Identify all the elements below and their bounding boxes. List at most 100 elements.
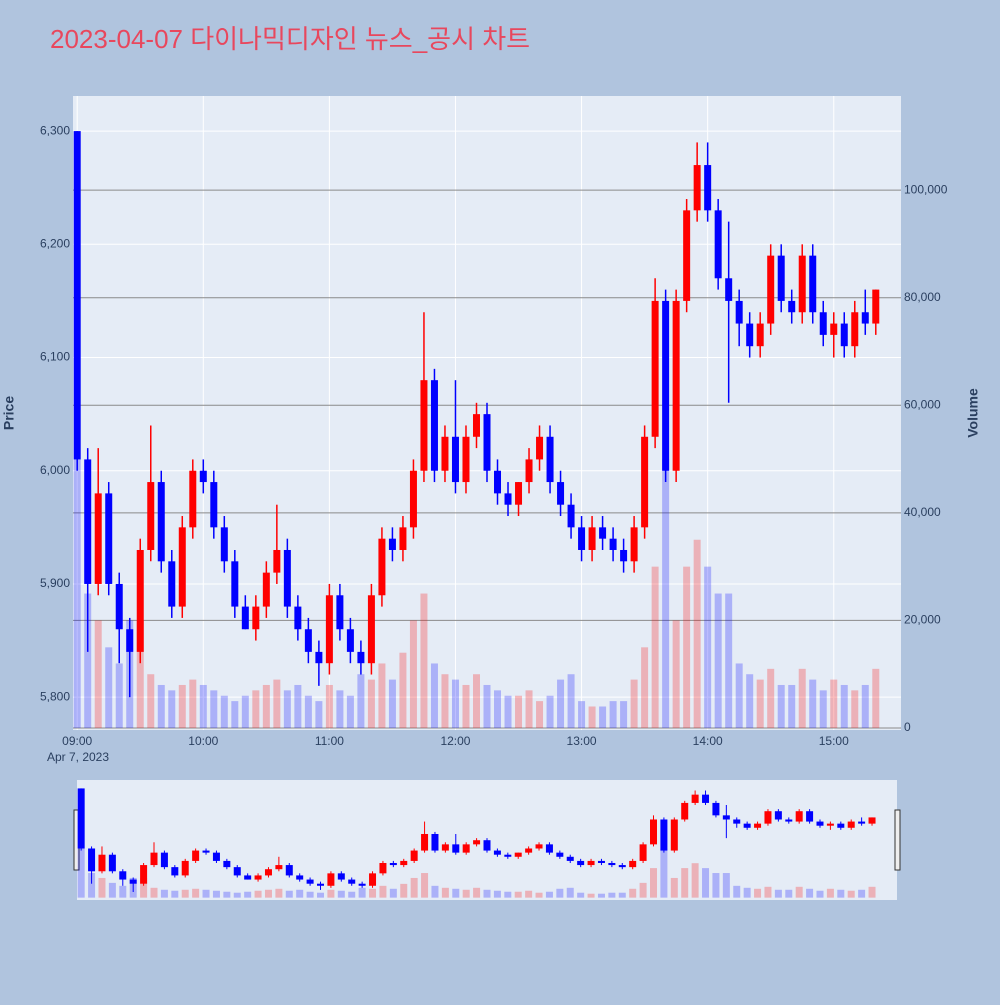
mini-volume-bar xyxy=(670,877,678,898)
volume-bar xyxy=(767,668,775,729)
mini-volume-bar xyxy=(764,886,772,898)
candle-body xyxy=(704,165,712,211)
candle-body xyxy=(126,629,134,652)
mini-volume-bar xyxy=(483,889,491,898)
candle-body xyxy=(325,595,333,664)
mini-candle-body xyxy=(608,862,616,866)
candle-body xyxy=(672,300,680,471)
mini-volume-bar xyxy=(233,892,241,898)
mini-volume-bar xyxy=(847,890,855,898)
candle-body xyxy=(609,538,617,550)
candle-body xyxy=(546,436,554,483)
volume-bar xyxy=(399,652,407,729)
volume-bar xyxy=(84,593,92,729)
mini-candle-body xyxy=(597,860,605,863)
mini-volume-bar xyxy=(181,889,189,898)
candle-body xyxy=(578,527,586,550)
candle-body xyxy=(599,527,607,539)
candle-body xyxy=(336,595,344,630)
mini-candle-body xyxy=(795,811,803,822)
volume-bar xyxy=(136,620,144,729)
candle-body xyxy=(735,300,743,324)
mini-volume-bar xyxy=(535,892,543,898)
candle-body xyxy=(73,131,81,460)
range-handle-right[interactable] xyxy=(894,809,901,871)
volume-bar xyxy=(304,695,312,729)
mini-candle-body xyxy=(785,819,793,822)
mini-volume-bar xyxy=(545,891,553,898)
volume-bar xyxy=(578,701,586,729)
mini-candle-body xyxy=(743,823,751,828)
candle-body xyxy=(504,493,512,505)
mini-candle-body xyxy=(473,840,481,845)
mini-volume-bar xyxy=(140,877,148,898)
mini-candle-body xyxy=(327,873,335,886)
candle-body xyxy=(94,493,102,584)
mini-candle-body xyxy=(452,844,460,853)
candle-body xyxy=(536,436,544,460)
volume-bar xyxy=(630,679,638,729)
mini-candle-body xyxy=(150,852,158,866)
candle-body xyxy=(620,549,628,562)
mini-volume-bar xyxy=(587,893,595,898)
mini-candle-body xyxy=(847,821,855,828)
candle-body xyxy=(441,436,449,471)
candle-body xyxy=(777,255,785,301)
mini-candle-body xyxy=(264,869,272,876)
y2-tick-label: 60,000 xyxy=(904,397,941,411)
mini-volume-bar xyxy=(264,889,272,898)
volume-bar xyxy=(546,695,554,729)
mini-candle-body xyxy=(181,860,189,876)
volume-bar xyxy=(199,684,207,729)
mini-volume-bar xyxy=(639,882,647,898)
mini-candle-body xyxy=(275,865,283,870)
y2-tick-label: 40,000 xyxy=(904,505,941,519)
candle-body xyxy=(136,549,144,652)
candle-body xyxy=(588,527,596,550)
y-tick-label: 6,000 xyxy=(40,463,70,477)
mini-candle-body xyxy=(202,850,210,853)
candle-body xyxy=(220,527,228,562)
mini-volume-bar xyxy=(806,888,814,898)
volume-bar xyxy=(704,566,712,729)
mini-candle-body xyxy=(733,819,741,824)
candle-body xyxy=(189,470,197,528)
mini-volume-bar xyxy=(296,889,304,898)
mini-volume-bar xyxy=(327,889,335,898)
mini-volume-bar xyxy=(795,886,803,898)
candle-body xyxy=(430,380,438,471)
x-tick-label: 11:00 xyxy=(315,734,344,748)
mini-volume-bar xyxy=(733,885,741,898)
mini-candle-body xyxy=(722,815,730,820)
y2-tick-label: 100,000 xyxy=(904,182,948,196)
candle-body xyxy=(409,470,417,528)
mini-candle-body xyxy=(389,862,397,866)
candle-body xyxy=(367,595,375,664)
candle-body xyxy=(630,527,638,562)
mini-candle-body xyxy=(858,821,866,824)
volume-bar xyxy=(588,706,596,729)
x-tick-label: 14:00 xyxy=(693,734,723,748)
candle-body xyxy=(294,606,302,630)
candle-body xyxy=(483,414,491,471)
candle-body xyxy=(756,323,764,347)
mini-candle-body xyxy=(369,873,377,886)
volume-bar xyxy=(756,679,764,729)
mini-volume-bar xyxy=(244,891,252,898)
mini-candle-body xyxy=(337,873,345,880)
y-tick-label: 5,900 xyxy=(40,576,70,590)
candle-body xyxy=(494,470,502,494)
volume-bar xyxy=(462,684,470,729)
x-tick-label: 12:00 xyxy=(440,734,470,748)
volume-bar xyxy=(872,668,880,729)
mini-volume-bar xyxy=(816,890,824,898)
candle-body xyxy=(231,561,239,607)
candle-body xyxy=(462,436,470,483)
mini-candle-body xyxy=(192,850,200,861)
mini-candle-body xyxy=(223,860,231,868)
mini-volume-bar xyxy=(421,873,429,898)
candle-body xyxy=(788,300,796,313)
candle-body xyxy=(651,300,659,437)
x-tick-label: 09:00 xyxy=(62,734,92,748)
